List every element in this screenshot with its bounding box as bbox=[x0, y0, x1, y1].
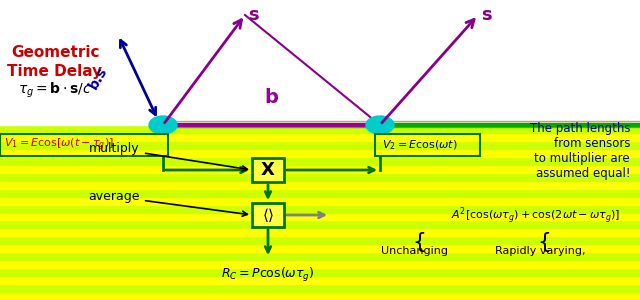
Text: X: X bbox=[261, 161, 275, 179]
Bar bbox=[375, 134, 480, 156]
Text: average: average bbox=[88, 190, 248, 216]
Text: $A^2[\cos(\omega\tau_g) + \cos(2\omega t - \omega\tau_g)]$: $A^2[\cos(\omega\tau_g) + \cos(2\omega t… bbox=[451, 205, 620, 226]
Text: multiply: multiply bbox=[90, 142, 248, 171]
Bar bbox=[0, 236, 640, 244]
Text: $\mathbf{s}$: $\mathbf{s}$ bbox=[481, 6, 493, 24]
Bar bbox=[0, 276, 640, 284]
Text: $\tau_g = \mathbf{b}\cdot\mathbf{s}/c$: $\tau_g = \mathbf{b}\cdot\mathbf{s}/c$ bbox=[18, 80, 92, 100]
Bar bbox=[0, 260, 640, 268]
Bar bbox=[0, 0, 640, 125]
Text: Unchanging: Unchanging bbox=[381, 246, 449, 256]
Text: $R_C = P\cos(\omega\tau_g)$: $R_C = P\cos(\omega\tau_g)$ bbox=[221, 266, 315, 284]
Bar bbox=[0, 292, 640, 300]
Bar bbox=[0, 181, 640, 189]
Text: $\mathbf{b}$: $\mathbf{b}$ bbox=[264, 88, 279, 107]
Bar bbox=[252, 203, 284, 227]
Bar bbox=[0, 205, 640, 212]
Bar bbox=[0, 268, 640, 276]
Bar bbox=[0, 244, 640, 252]
Bar bbox=[0, 228, 640, 236]
Bar bbox=[0, 212, 640, 220]
Bar bbox=[0, 133, 640, 141]
Text: }: } bbox=[408, 230, 422, 250]
Bar bbox=[0, 125, 640, 133]
Bar bbox=[0, 220, 640, 228]
Bar bbox=[0, 157, 640, 165]
Bar bbox=[0, 173, 640, 181]
Bar bbox=[0, 141, 640, 149]
Bar bbox=[0, 134, 168, 156]
Text: The path lengths
from sensors
to multiplier are
assumed equal!: The path lengths from sensors to multipl… bbox=[529, 122, 630, 180]
Bar bbox=[0, 189, 640, 196]
Text: $V_1 = E\cos[\omega(t-\tau_g)]$: $V_1 = E\cos[\omega(t-\tau_g)]$ bbox=[4, 137, 114, 153]
Text: $\mathbf{s}$: $\mathbf{s}$ bbox=[248, 6, 260, 24]
Text: $V_2 = E\cos(\omega t)$: $V_2 = E\cos(\omega t)$ bbox=[382, 138, 458, 152]
Text: Geometric
Time Delay: Geometric Time Delay bbox=[8, 45, 102, 79]
Text: $\langle\rangle$: $\langle\rangle$ bbox=[262, 206, 275, 224]
Bar bbox=[0, 284, 640, 292]
Ellipse shape bbox=[366, 116, 394, 134]
Bar bbox=[252, 158, 284, 182]
Ellipse shape bbox=[149, 116, 177, 134]
Bar bbox=[0, 165, 640, 173]
Text: b.s: b.s bbox=[86, 64, 110, 91]
Text: Rapidly varying,: Rapidly varying, bbox=[495, 246, 585, 256]
Bar bbox=[0, 149, 640, 157]
Bar bbox=[0, 196, 640, 205]
Text: }: } bbox=[533, 230, 547, 250]
Bar bbox=[0, 252, 640, 260]
